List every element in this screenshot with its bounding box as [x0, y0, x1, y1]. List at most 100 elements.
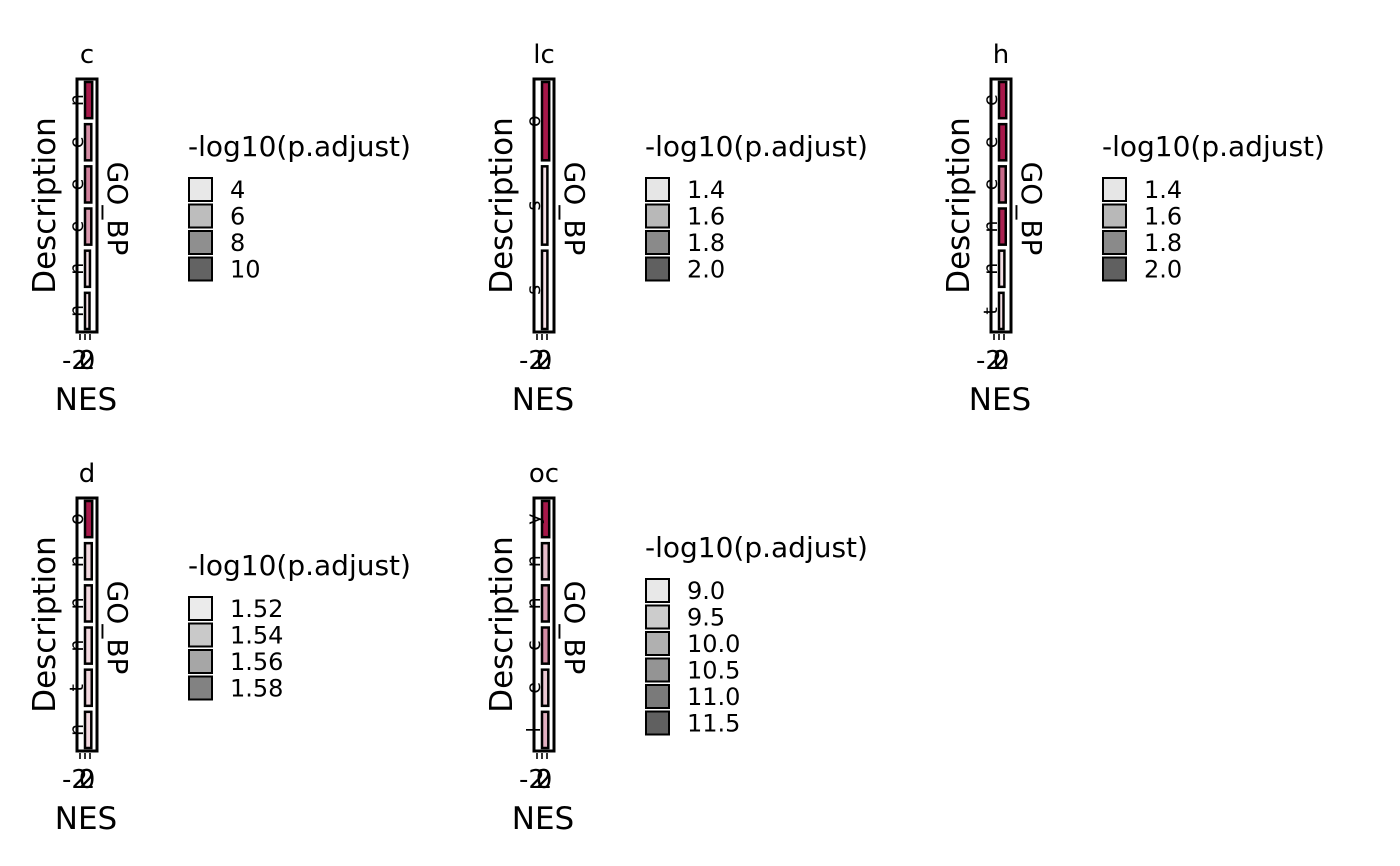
- y-tick-label: e: [980, 94, 1002, 106]
- facet-strip-label: GO_BP: [558, 162, 591, 256]
- legend-label: 1.8: [687, 229, 725, 257]
- y-tick-label: n: [66, 597, 88, 609]
- panel-4: d Description GO_BP o n n n t n -202 NES -log10(p.a…: [27, 459, 411, 837]
- facet-strip-label: GO_BP: [1015, 162, 1048, 256]
- bar: [540, 668, 550, 708]
- y-tick-label: o: [66, 513, 88, 525]
- bar: [83, 584, 93, 623]
- legend-key: [645, 230, 670, 255]
- x-tick-label: 2: [536, 765, 553, 795]
- x-tick-label: -2: [519, 765, 545, 795]
- legend-key: [188, 256, 213, 282]
- y-axis-title: Description: [27, 117, 63, 294]
- panel-3: h Description GO_BP e e e n n t -202 NES -log10(p.a…: [941, 40, 1325, 418]
- legend-key: [188, 230, 213, 255]
- bar: [83, 80, 94, 120]
- x-tick-label: 2: [79, 765, 96, 795]
- legend-key: [188, 203, 213, 229]
- y-tick-label: n: [66, 94, 88, 106]
- bar: [997, 249, 1006, 289]
- y-tick-label: c: [523, 640, 545, 650]
- legend-label: 1.8: [1144, 229, 1182, 257]
- y-tick-label: s: [523, 285, 545, 295]
- bar: [540, 249, 549, 331]
- legend-key: [645, 177, 670, 202]
- x-tick-label: -2: [62, 765, 88, 795]
- x-tick-label: -2: [62, 346, 88, 376]
- y-tick-label: n: [980, 221, 1002, 233]
- y-tick-label: n: [66, 724, 88, 736]
- legend-key: [1102, 230, 1127, 255]
- y-tick-label: n: [523, 597, 545, 609]
- bar: [540, 584, 550, 623]
- legend-key: [645, 604, 670, 630]
- panel-5: oc Description GO_BP y n n c e l -202 NES -log10(p.…: [484, 459, 868, 837]
- legend-label: 1.4: [1144, 176, 1182, 204]
- bar: [997, 207, 1007, 246]
- y-tick-label: n: [66, 640, 88, 652]
- y-tick-label: n: [66, 263, 88, 275]
- x-tick-label: -2: [976, 346, 1002, 376]
- y-tick-label: l: [523, 727, 545, 732]
- panel-title: d: [79, 459, 96, 489]
- y-tick-label: n: [66, 555, 88, 567]
- bar: [997, 80, 1008, 120]
- legend-key: [645, 256, 670, 282]
- legend-label: 1.56: [230, 648, 283, 676]
- legend-title: -log10(p.adjust): [645, 531, 868, 564]
- legend-key: [645, 684, 670, 709]
- legend-label: 2.0: [687, 256, 725, 284]
- bar: [540, 541, 550, 581]
- bar: [997, 291, 1005, 331]
- y-tick-label: o: [523, 115, 545, 127]
- legend-label: 10.5: [687, 657, 740, 685]
- x-axis-title: NES: [512, 801, 574, 837]
- legend-key: [645, 657, 670, 683]
- legend-label: 10: [230, 256, 261, 284]
- legend-key: [1102, 177, 1127, 202]
- bar: [83, 291, 91, 331]
- bar: [83, 207, 93, 246]
- bar: [540, 626, 550, 665]
- y-axis-title: Description: [484, 536, 520, 713]
- legend-key: [645, 578, 670, 603]
- legend-key: [188, 596, 213, 621]
- bar: [83, 668, 93, 708]
- legend-label: 1.6: [1144, 203, 1182, 231]
- y-tick-label: s: [523, 201, 545, 211]
- legend-key: [645, 203, 670, 229]
- panel-title: c: [80, 40, 94, 70]
- legend-key: [1102, 203, 1127, 229]
- x-axis-title: NES: [512, 382, 574, 418]
- legend-key: [645, 631, 670, 656]
- bar: [83, 249, 92, 289]
- bar: [83, 165, 93, 204]
- legend-title: -log10(p.adjust): [645, 130, 868, 163]
- legend-label: 1.54: [230, 622, 283, 650]
- x-tick-label: 0: [79, 346, 96, 376]
- panel-title: oc: [529, 459, 559, 489]
- bar: [540, 710, 550, 750]
- bar: [83, 626, 93, 665]
- bar: [83, 710, 93, 750]
- legend-label: 10.0: [687, 630, 740, 658]
- legend-key: [188, 622, 213, 648]
- x-tick-label: -2: [519, 346, 545, 376]
- bar: [997, 165, 1007, 204]
- y-tick-label: e: [523, 682, 545, 694]
- legend-label: 11.0: [687, 683, 740, 711]
- panel-title: h: [993, 40, 1009, 70]
- bar: [83, 499, 94, 539]
- legend-key: [188, 675, 213, 701]
- bar: [83, 122, 93, 162]
- legend-label: 9.0: [687, 577, 725, 605]
- legend-label: 2.0: [1144, 256, 1182, 284]
- legend-label: 9.5: [687, 604, 725, 632]
- legend-label: 1.52: [230, 595, 283, 623]
- x-tick-label: 0: [536, 765, 553, 795]
- y-axis-title: Description: [27, 536, 63, 713]
- y-tick-label: e: [980, 136, 1002, 148]
- legend-title: -log10(p.adjust): [188, 130, 411, 163]
